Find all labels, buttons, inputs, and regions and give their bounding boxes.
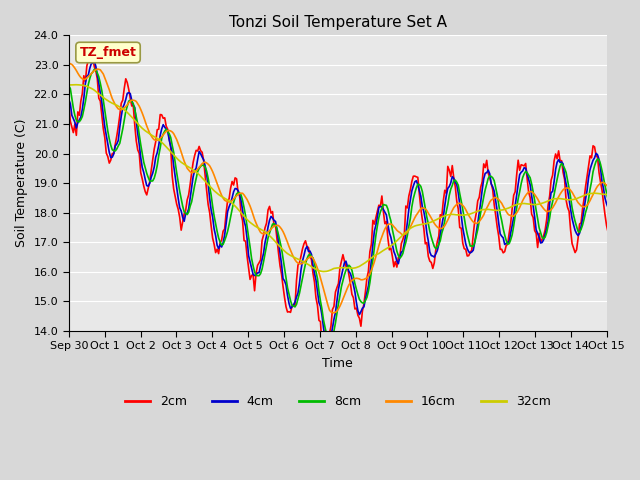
32cm (637, 190, 640, 195)
4cm (104, 142, 111, 147)
2cm (639, 216, 640, 222)
Line: 16cm: 16cm (69, 63, 640, 313)
Title: Tonzi Soil Temperature Set A: Tonzi Soil Temperature Set A (228, 15, 447, 30)
16cm (84, 74, 92, 80)
2cm (637, 212, 640, 218)
4cm (323, 340, 330, 346)
16cm (636, 172, 640, 178)
4cm (84, 72, 92, 78)
2cm (86, 48, 93, 53)
4cm (639, 197, 640, 203)
16cm (476, 219, 483, 225)
Line: 2cm: 2cm (69, 50, 640, 347)
8cm (637, 178, 640, 183)
2cm (104, 154, 111, 159)
4cm (65, 97, 73, 103)
32cm (477, 207, 484, 213)
8cm (363, 295, 371, 300)
16cm (639, 171, 640, 177)
2cm (563, 197, 570, 203)
2cm (318, 344, 326, 350)
4cm (90, 58, 98, 64)
32cm (65, 82, 73, 88)
16cm (102, 79, 110, 84)
4cm (363, 289, 371, 295)
2cm (363, 276, 371, 281)
32cm (639, 190, 640, 196)
8cm (84, 82, 92, 87)
16cm (330, 310, 338, 316)
X-axis label: Time: Time (323, 357, 353, 370)
8cm (326, 337, 333, 343)
8cm (639, 183, 640, 189)
Line: 8cm: 8cm (69, 69, 640, 340)
32cm (363, 259, 371, 264)
4cm (477, 199, 484, 205)
4cm (563, 181, 570, 187)
16cm (65, 60, 73, 66)
32cm (319, 269, 327, 275)
Line: 32cm: 32cm (69, 85, 640, 272)
32cm (104, 98, 111, 104)
8cm (563, 169, 570, 175)
2cm (84, 58, 92, 63)
2cm (477, 184, 484, 190)
2cm (65, 100, 73, 106)
Text: TZ_fmet: TZ_fmet (79, 46, 136, 59)
16cm (362, 276, 369, 282)
8cm (90, 66, 98, 72)
8cm (65, 83, 73, 89)
8cm (104, 128, 111, 134)
32cm (86, 85, 93, 91)
32cm (563, 197, 570, 203)
32cm (72, 82, 80, 88)
Legend: 2cm, 4cm, 8cm, 16cm, 32cm: 2cm, 4cm, 8cm, 16cm, 32cm (120, 390, 556, 413)
Y-axis label: Soil Temperature (C): Soil Temperature (C) (15, 119, 28, 247)
4cm (637, 188, 640, 193)
16cm (561, 186, 568, 192)
Line: 4cm: 4cm (69, 61, 640, 343)
8cm (477, 209, 484, 215)
